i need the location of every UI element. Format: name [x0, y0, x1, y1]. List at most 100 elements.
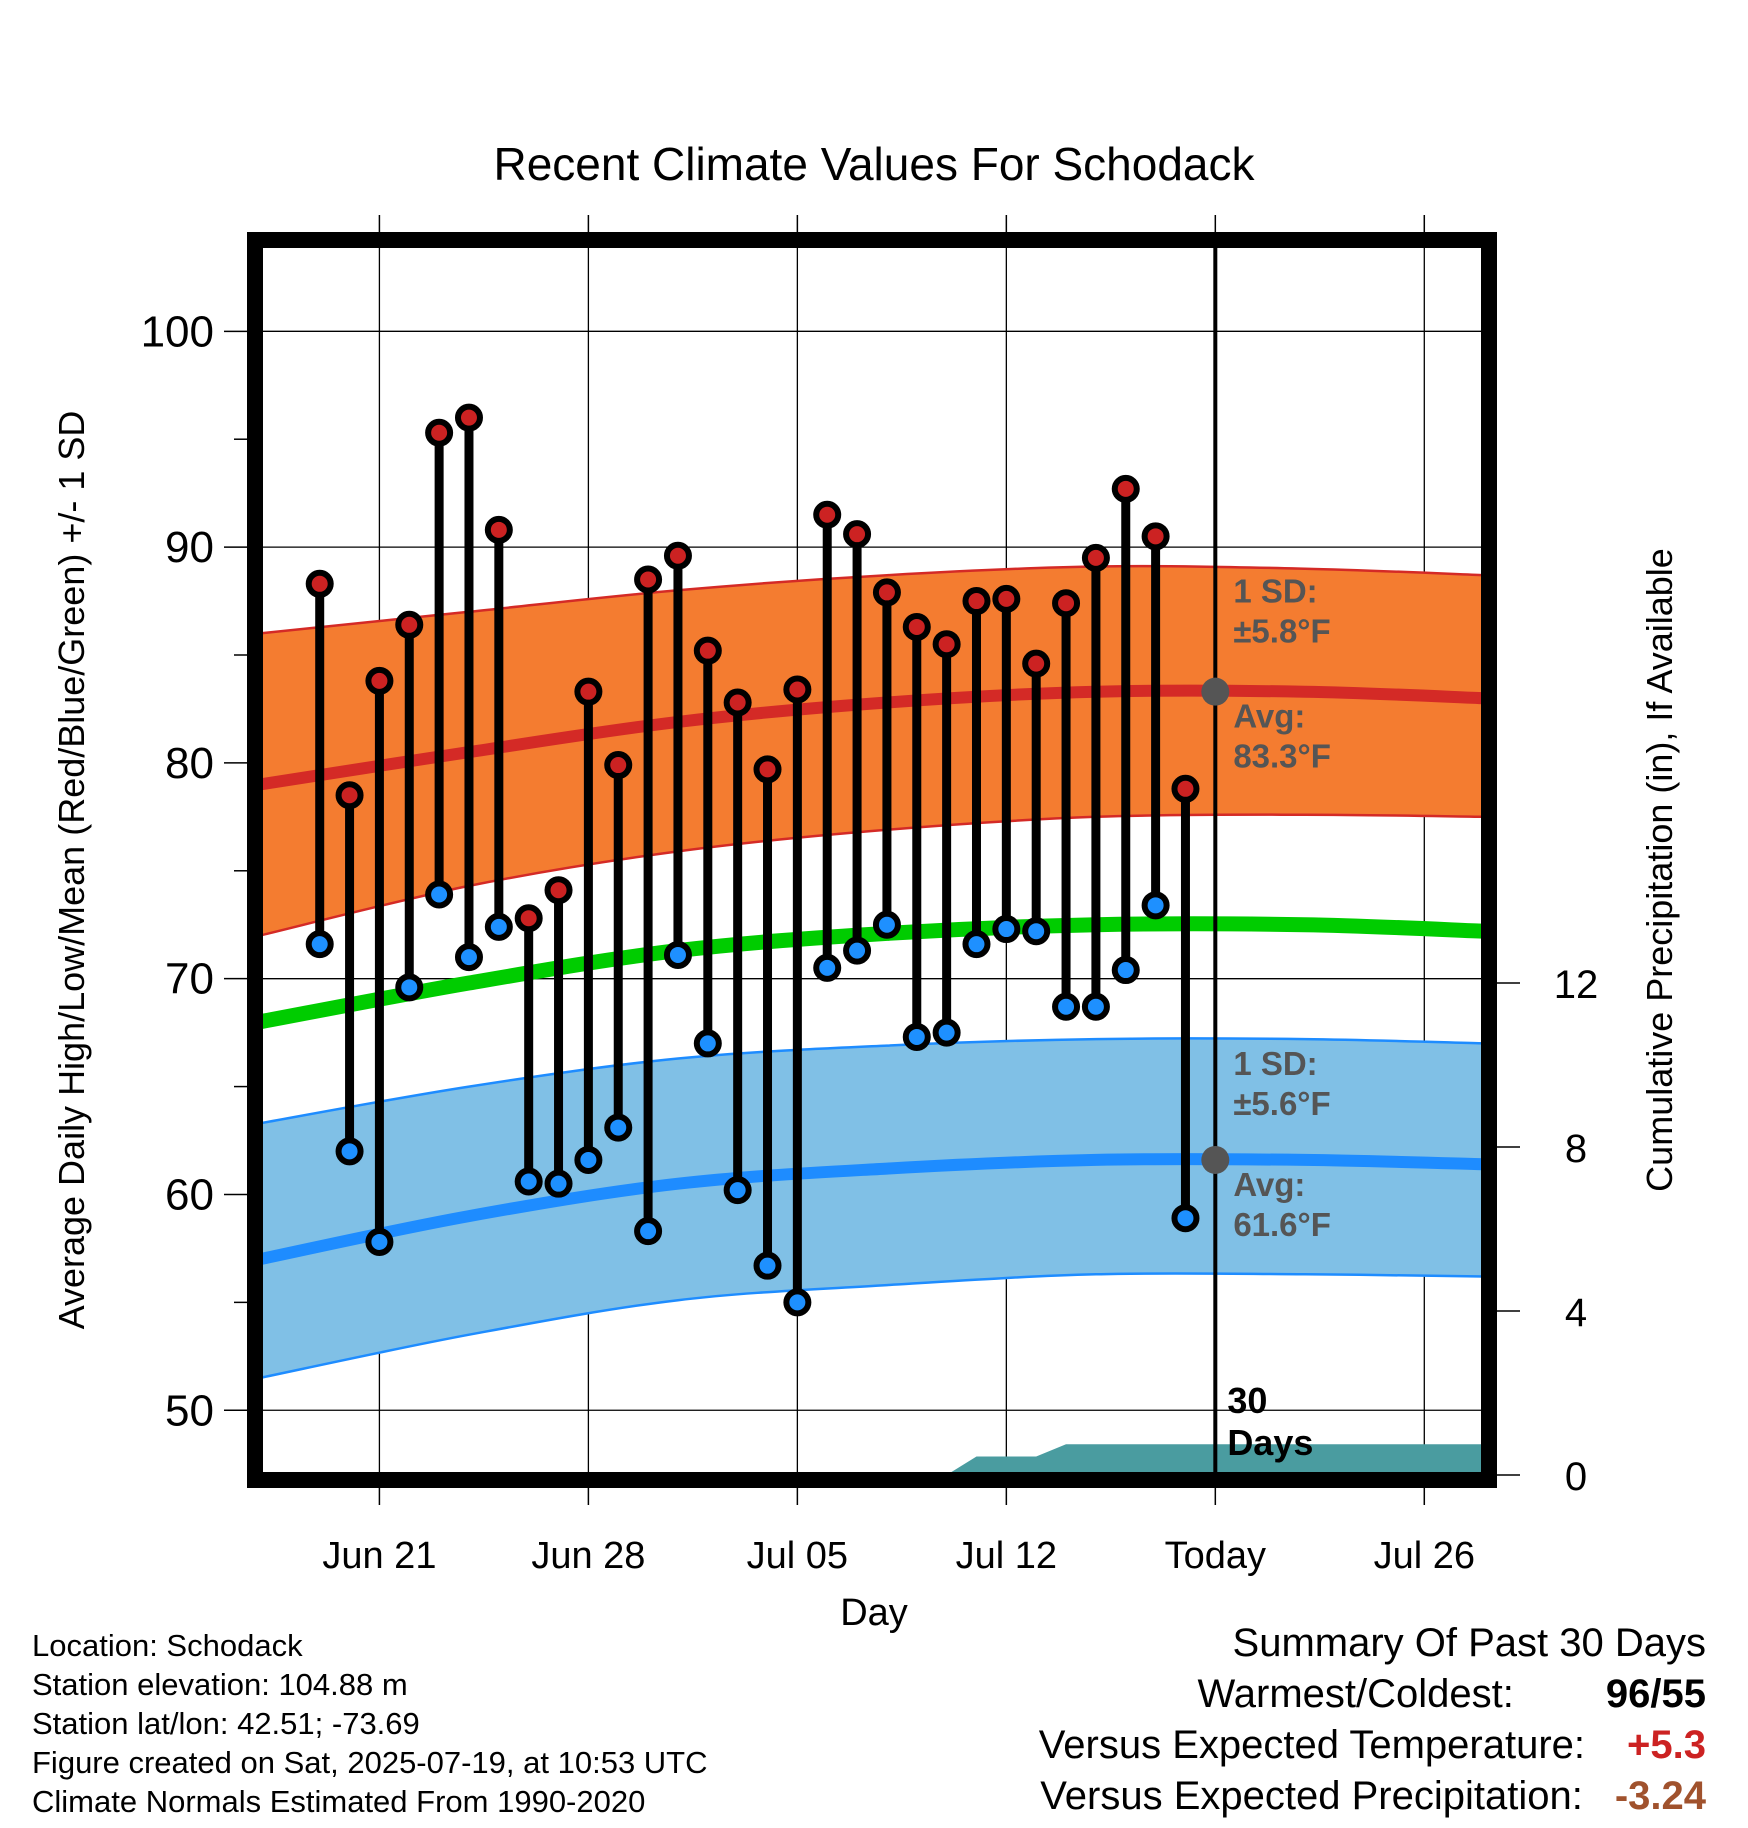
observed-low-point: [872, 910, 901, 939]
latlon-text: Station lat/lon: 42.51; -73.69: [32, 1706, 420, 1741]
observed-low-point: [514, 1167, 543, 1196]
observed-high-point: [783, 675, 812, 704]
x-tick-label: Jul 26: [1374, 1535, 1475, 1577]
y-tick-label: 50: [165, 1386, 214, 1435]
observed-low-point: [693, 1029, 722, 1058]
observed-low-point: [723, 1176, 752, 1205]
observed-low-point: [902, 1022, 931, 1051]
observed-high-point: [425, 418, 454, 447]
low-avg-annotation: Avg:: [1233, 1166, 1305, 1203]
observed-high-point: [484, 515, 513, 544]
observed-high-point: [305, 569, 334, 598]
observed-low-point: [1171, 1204, 1200, 1233]
observed-low-point: [484, 912, 513, 941]
y2-tick-label: 8: [1565, 1127, 1587, 1171]
observed-high-point: [544, 876, 573, 905]
observed-low-point: [395, 973, 424, 1002]
x-tick-label: Jul 12: [956, 1535, 1057, 1577]
high-avg-annotation: Avg:: [1233, 698, 1305, 735]
observed-high-point: [1171, 774, 1200, 803]
station-info: Location: Schodack Station elevation: 10…: [32, 1626, 708, 1821]
observed-high-point: [1111, 474, 1140, 503]
observed-high-point: [1052, 589, 1081, 618]
axes: Jun 21 Jun 28 Jul 05 Jul 12 Today Jul 26 50 60 7…: [141, 215, 1598, 1577]
observed-high-point: [932, 630, 961, 659]
low-sd-value-annotation: ±5.6°F: [1233, 1085, 1330, 1122]
precip-vs-expected-value: -3.24: [1614, 1774, 1706, 1818]
observed-low-point: [753, 1251, 782, 1280]
observed-low-point: [634, 1217, 663, 1246]
observed-low-point: [1081, 992, 1110, 1021]
x-tick-label: Jun 28: [531, 1535, 645, 1577]
observed-low-point: [1111, 956, 1140, 985]
temp-vs-expected-label: Versus Expected Temperature:: [1038, 1723, 1586, 1767]
observed-high-point: [813, 500, 842, 529]
summary-title: Summary Of Past 30 Days: [1232, 1621, 1706, 1665]
y-axis-label: Average Daily High/Low/Mean (Red/Blue/Gr…: [51, 411, 92, 1330]
observed-high-point: [395, 610, 424, 639]
low-avg-value-annotation: 61.6°F: [1233, 1206, 1331, 1243]
y2-tick-label: 0: [1565, 1455, 1587, 1499]
observed-low-point: [425, 880, 454, 909]
today-low-avg-marker: [1201, 1145, 1230, 1174]
precip-vs-expected-label: Versus Expected Precipitation:: [1040, 1774, 1583, 1818]
coldest-value: 55: [1661, 1672, 1707, 1716]
high-avg-value-annotation: 83.3°F: [1233, 738, 1331, 775]
x-tick-label: Today: [1165, 1535, 1266, 1577]
observed-high-point: [663, 541, 692, 570]
normal-mean-line: [260, 916, 1484, 1030]
y-tick-label: 100: [141, 307, 214, 356]
observed-high-point: [365, 666, 394, 695]
summary-temp-row: Versus Expected Temperature: +5.3: [1039, 1720, 1706, 1771]
observed-low-point: [663, 940, 692, 969]
y-tick-label: 90: [165, 523, 214, 572]
value-separator: /: [1650, 1672, 1662, 1716]
normal-low-line: [260, 1153, 1484, 1266]
observed-high-point: [992, 584, 1021, 613]
observed-high-point: [962, 587, 991, 616]
observed-high-point: [634, 565, 663, 594]
summary-precip-row: Versus Expected Precipitation: -3.24: [1039, 1771, 1706, 1822]
observed-low-point: [544, 1169, 573, 1198]
summary-panel: Summary Of Past 30 Days Warmest/Coldest:…: [1039, 1618, 1706, 1822]
plot-frame: [247, 232, 1497, 1488]
x-tick-label: Jul 05: [747, 1535, 848, 1577]
low-sd-band: [260, 1037, 1484, 1380]
today-days-annotation: Days: [1227, 1422, 1313, 1463]
observed-high-point: [1141, 522, 1170, 551]
observed-low-point: [454, 943, 483, 972]
observed-low-point: [813, 953, 842, 982]
observed-low-point: [365, 1227, 394, 1256]
observed-low-point: [604, 1113, 633, 1142]
observed-low-point: [1022, 917, 1051, 946]
observed-high-point: [1022, 649, 1051, 678]
created-text: Figure created on Sat, 2025-07-19, at 10…: [32, 1745, 708, 1780]
precip-area: [857, 1444, 1484, 1475]
x-axis-label: Day: [840, 1592, 908, 1634]
high-sd-value-annotation: ±5.8°F: [1233, 613, 1330, 650]
warmest-coldest-label: Warmest/Coldest:: [1197, 1672, 1514, 1716]
observed-high-point: [574, 677, 603, 706]
y-tick-label: 60: [165, 1170, 214, 1219]
observed-low-point: [962, 930, 991, 959]
observed-high-point: [753, 755, 782, 784]
location-text: Location: Schodack: [32, 1628, 303, 1663]
observed-low-point: [335, 1137, 364, 1166]
low-sd-annotation: 1 SD:: [1233, 1045, 1317, 1082]
normals-text: Climate Normals Estimated From 1990-2020: [32, 1784, 646, 1819]
warmest-value: 96: [1605, 1672, 1651, 1716]
observed-high-point: [1081, 543, 1110, 572]
x-tick-label: Jun 21: [322, 1535, 436, 1577]
observed-high-point: [872, 578, 901, 607]
today-days-annotation: 30: [1227, 1380, 1267, 1421]
observed-low-point: [1052, 992, 1081, 1021]
chart-title: Recent Climate Values For Schodack: [493, 138, 1255, 190]
y-tick-label: 80: [165, 739, 214, 788]
observed-low-point: [783, 1288, 812, 1317]
observed-low-point: [843, 936, 872, 965]
observed-high-point: [454, 403, 483, 432]
high-sd-annotation: 1 SD:: [1233, 573, 1317, 610]
